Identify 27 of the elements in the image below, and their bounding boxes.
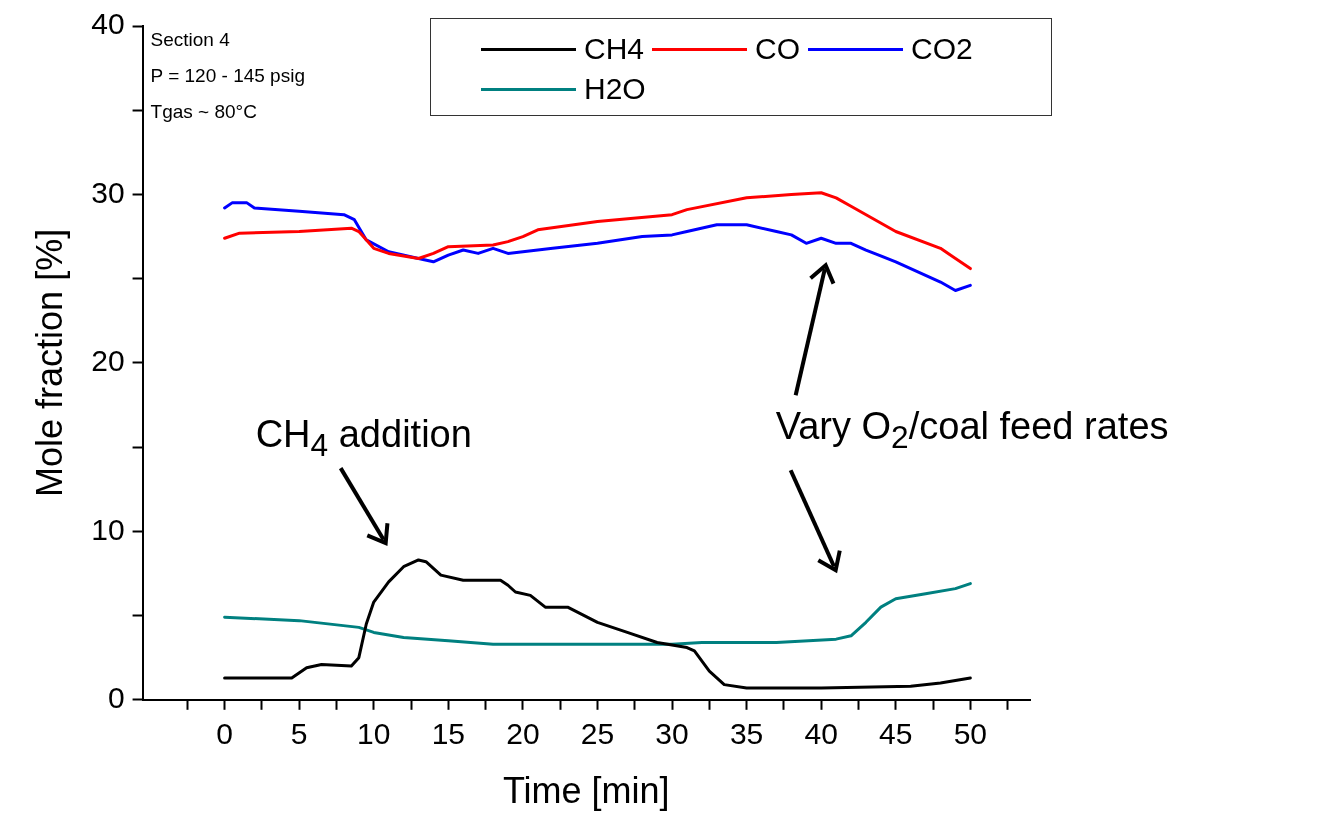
x-axis-title: Time [min] <box>502 770 670 812</box>
y-tick-label: 30 <box>91 175 125 209</box>
x-tick-label: 10 <box>357 717 391 751</box>
annotation: P = 120 - 145 psig <box>150 65 305 86</box>
x-tick-label: 5 <box>290 717 308 751</box>
legend-label: CH4 <box>584 32 645 66</box>
legend-label: CO2 <box>911 32 973 66</box>
y-tick-label: 40 <box>91 7 125 41</box>
y-tick-label: 20 <box>91 344 125 378</box>
legend-label: CO <box>755 32 801 66</box>
annotation: Tgas ~ 80°C <box>150 101 257 122</box>
x-tick-label: 20 <box>506 717 540 751</box>
annotation: CH$_{4}$ addition <box>255 413 472 464</box>
y-tick-label: 10 <box>91 512 125 546</box>
legend-label: H2O <box>584 72 646 106</box>
annotation: Vary O$_{2}$/coal feed rates <box>775 405 1169 456</box>
x-tick-label: 45 <box>879 717 913 751</box>
y-axis-title: Mole fraction [%] <box>28 228 70 497</box>
x-tick-label: 50 <box>953 717 988 751</box>
x-tick-label: 35 <box>729 717 764 751</box>
x-tick-label: 15 <box>431 717 466 751</box>
x-tick-label: 0 <box>216 717 233 751</box>
x-tick-label: 25 <box>580 717 615 751</box>
y-tick-label: 0 <box>107 681 125 715</box>
annotation: Section 4 <box>150 29 230 50</box>
x-tick-label: 40 <box>804 717 838 751</box>
x-tick-label: 30 <box>655 717 689 751</box>
